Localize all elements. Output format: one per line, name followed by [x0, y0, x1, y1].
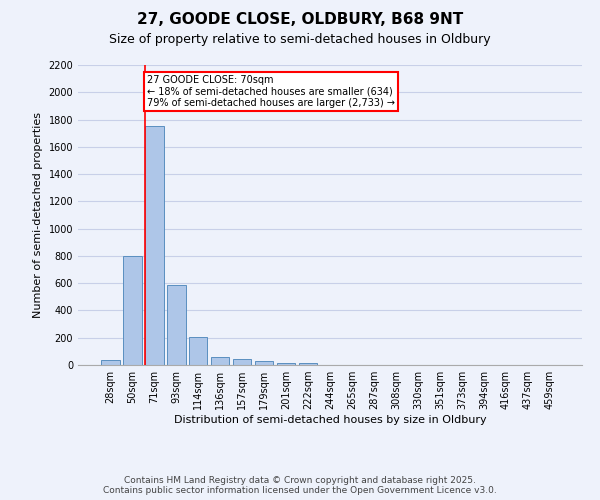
- Bar: [145, 126, 164, 365]
- Bar: [101, 360, 119, 365]
- Y-axis label: Number of semi-detached properties: Number of semi-detached properties: [33, 112, 43, 318]
- Bar: [277, 362, 295, 365]
- Text: 27 GOODE CLOSE: 70sqm
← 18% of semi-detached houses are smaller (634)
79% of sem: 27 GOODE CLOSE: 70sqm ← 18% of semi-deta…: [147, 74, 395, 108]
- Bar: [167, 284, 185, 365]
- X-axis label: Distribution of semi-detached houses by size in Oldbury: Distribution of semi-detached houses by …: [173, 415, 487, 425]
- Bar: [211, 357, 229, 365]
- Text: Contains HM Land Registry data © Crown copyright and database right 2025.
Contai: Contains HM Land Registry data © Crown c…: [103, 476, 497, 495]
- Bar: [299, 362, 317, 365]
- Text: 27, GOODE CLOSE, OLDBURY, B68 9NT: 27, GOODE CLOSE, OLDBURY, B68 9NT: [137, 12, 463, 28]
- Bar: [123, 256, 142, 365]
- Text: Size of property relative to semi-detached houses in Oldbury: Size of property relative to semi-detach…: [109, 32, 491, 46]
- Bar: [255, 361, 274, 365]
- Bar: [233, 359, 251, 365]
- Bar: [189, 337, 208, 365]
